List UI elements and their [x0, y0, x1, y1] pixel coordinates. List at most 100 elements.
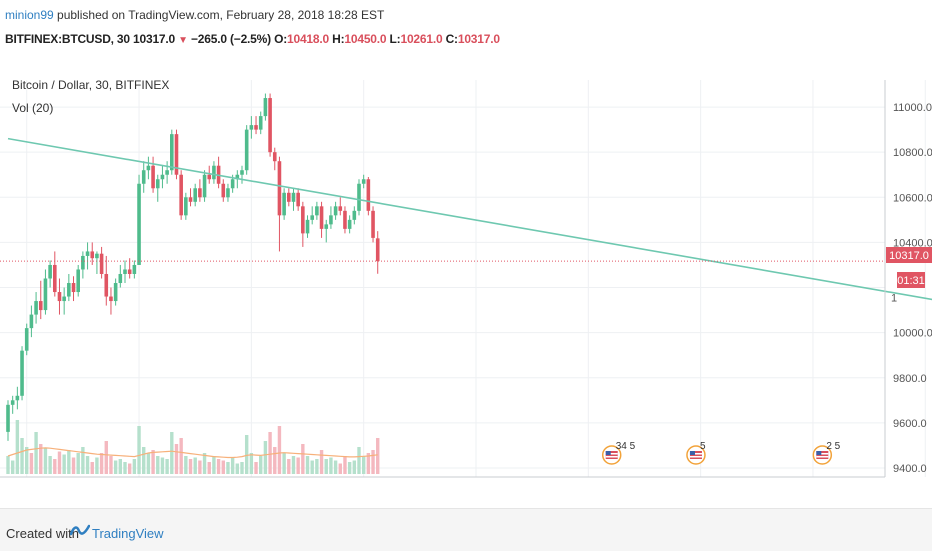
volume-bar: [249, 453, 254, 474]
candle-body: [76, 269, 80, 293]
candle-body: [277, 161, 282, 216]
price-tick-label: 9600.0: [893, 418, 927, 430]
candle-body: [118, 273, 123, 284]
candle-body: [258, 116, 263, 130]
volume-bar: [156, 456, 160, 474]
candle-body: [141, 170, 146, 184]
open-value: 10418.0: [287, 32, 329, 46]
price-tick-label: 11000.0: [893, 102, 932, 114]
candle-body: [48, 264, 52, 279]
price-tick-label: 1: [891, 293, 897, 305]
candle-body: [347, 219, 352, 229]
candle-body: [371, 210, 375, 238]
volume-bar: [207, 462, 211, 474]
candle-body: [127, 269, 132, 274]
tradingview-link[interactable]: TradingView: [92, 526, 164, 541]
candle-body: [329, 215, 333, 225]
candle-body: [268, 98, 272, 153]
price-axis[interactable]: 9400.0 9600.0 9800.0 10000.0 10400.0 10600.0 1…: [891, 102, 932, 475]
candle-body: [207, 174, 212, 180]
price-chart[interactable]: 34 5 5 2 5 9400.0 9600.0 9800.0 10000.0 10400.…: [0, 55, 932, 480]
down-arrow-icon: ▼: [178, 35, 188, 46]
price-tick-label: 10400.0: [893, 237, 932, 249]
candle-body: [71, 283, 76, 293]
low-value: 10261.0: [400, 32, 443, 46]
event-count: 5: [700, 441, 706, 452]
candle-body: [202, 174, 207, 198]
volume-bar: [174, 444, 179, 474]
volume-bar: [81, 447, 85, 474]
volume-bar: [15, 420, 20, 474]
tradingview-logo-icon[interactable]: [70, 523, 90, 537]
candle-body: [366, 179, 371, 211]
candle-body: [165, 170, 169, 175]
volume-bar: [305, 456, 310, 474]
candle-body: [221, 183, 226, 198]
candle-body: [301, 206, 305, 234]
countdown-text: 01:31: [897, 275, 925, 287]
candle-body: [24, 328, 29, 351]
candle-body: [113, 283, 118, 302]
volume-legend[interactable]: Vol (20): [12, 101, 54, 115]
volume-bar: [226, 462, 230, 474]
volume-bar: [109, 456, 113, 474]
candle-body: [67, 283, 71, 297]
volume-bar: [62, 454, 66, 474]
candle-body: [333, 206, 338, 216]
volume-bar: [118, 459, 123, 474]
volume-bar: [67, 450, 71, 474]
username-link[interactable]: minion99: [5, 8, 54, 22]
event-count: 2 5: [826, 441, 840, 452]
volume-bar: [338, 463, 342, 474]
price-tick-label: 9800.0: [893, 373, 927, 385]
candle-body: [375, 238, 380, 262]
candle-body: [315, 206, 319, 216]
volume-bar: [184, 456, 188, 474]
volume-bar: [188, 459, 193, 474]
trend-line[interactable]: [7, 137, 932, 315]
volume-bar: [142, 447, 146, 474]
candle-body: [226, 188, 230, 198]
volume-bar: [76, 453, 80, 474]
volume-bar: [170, 432, 174, 474]
candle-body: [296, 192, 300, 207]
volume-bar: [244, 435, 249, 474]
candle-body: [352, 210, 357, 220]
candle-body: [188, 197, 193, 202]
volume-bar: [282, 453, 286, 474]
economic-events[interactable]: 34 5 5 2 5: [601, 441, 841, 465]
candle-body: [29, 314, 34, 329]
volume-bar: [254, 462, 258, 474]
volume-bar: [48, 456, 52, 474]
volume-bar: [127, 463, 132, 474]
volume-bar: [34, 432, 38, 474]
candle-body: [343, 210, 347, 229]
volume-bar: [371, 450, 375, 474]
volume-bar: [10, 460, 15, 474]
volume-bar: [71, 457, 76, 474]
volume-bar: [137, 426, 141, 474]
chart-grid: [0, 80, 926, 477]
volume-bar: [329, 457, 333, 474]
candle-body: [15, 395, 20, 401]
candle-body: [160, 174, 165, 180]
candle-body: [6, 404, 10, 432]
candle-body: [53, 264, 57, 293]
volume-bar: [310, 460, 314, 474]
volume-bar: [235, 463, 240, 474]
volume-bar: [296, 457, 300, 474]
candle-body: [324, 224, 329, 229]
high-label: H:: [332, 32, 345, 46]
candle-body: [291, 192, 296, 202]
candle-body: [305, 219, 310, 234]
volume-bar: [151, 450, 155, 474]
price-tick-label: 10800.0: [893, 147, 932, 159]
volume-bar: [240, 462, 244, 474]
volume-bar: [366, 453, 371, 474]
candle-body: [357, 183, 361, 211]
volume-bar: [263, 441, 268, 474]
high-value: 10450.0: [344, 32, 387, 46]
candle-body: [62, 296, 66, 302]
volume-bar: [43, 448, 48, 474]
series-legend[interactable]: Bitcoin / Dollar, 30, BITFINEX: [12, 78, 170, 92]
